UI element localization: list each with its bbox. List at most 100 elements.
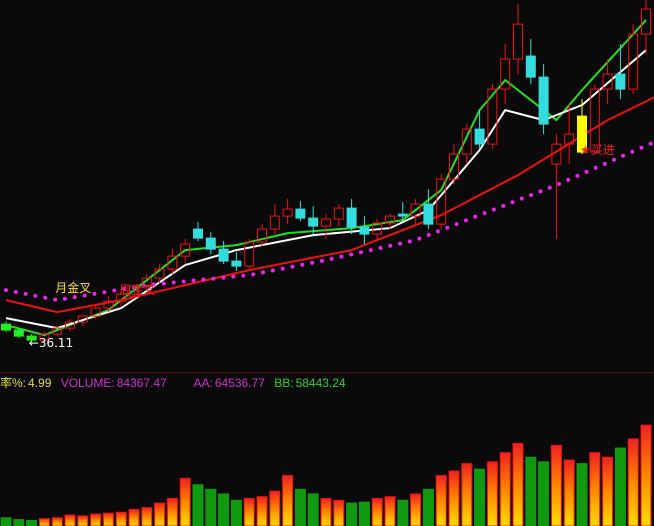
volume-bar — [307, 493, 319, 526]
volume-bar — [499, 452, 511, 526]
volume-bar — [179, 477, 191, 526]
volume-bar — [26, 520, 38, 526]
volume-bar — [371, 498, 383, 526]
candle-body — [193, 228, 203, 239]
candle-body — [129, 285, 139, 297]
candle-body — [487, 88, 498, 145]
candle-body — [641, 8, 651, 35]
candle-body — [180, 243, 191, 257]
volume-bar — [397, 499, 409, 526]
candle-body — [538, 76, 549, 125]
candle-body — [346, 207, 357, 228]
volume-bar — [77, 515, 89, 526]
candle-body — [577, 115, 587, 153]
candle-body — [65, 321, 75, 329]
volume-bar — [38, 518, 50, 526]
volume-bar — [230, 499, 242, 526]
volume-bar — [102, 512, 114, 526]
candle-body — [474, 128, 485, 145]
candle-body — [628, 33, 639, 90]
volume-bar — [64, 514, 76, 526]
candle-body — [13, 329, 24, 337]
volume-bar — [563, 459, 575, 526]
volume-bar — [614, 447, 626, 526]
bb-label: BB: — [274, 376, 294, 390]
chart-annotation: ←36.11 — [29, 336, 73, 350]
volume-bar — [486, 461, 498, 526]
volume-bar — [166, 498, 178, 526]
candle-body — [116, 293, 127, 302]
candle-body — [423, 203, 434, 225]
candle-body — [385, 215, 395, 224]
volume-bar — [205, 488, 217, 526]
candle-body — [372, 222, 383, 235]
candle-body — [257, 228, 267, 243]
candle-body — [359, 226, 370, 235]
candle-body — [500, 58, 511, 90]
volume-bar — [243, 498, 255, 526]
volume-bar — [602, 456, 614, 526]
bb-value: 58443.24 — [295, 376, 346, 390]
volume-label: VOLUME: — [60, 376, 115, 390]
candle-body — [397, 213, 408, 217]
candle-body — [90, 307, 101, 317]
volume-bar — [448, 470, 460, 526]
volume-bar — [435, 475, 447, 526]
candle-body — [589, 88, 600, 153]
candle-body — [77, 315, 88, 323]
volume-bar — [346, 502, 358, 526]
candle-body — [461, 128, 472, 155]
volume-header: 率%: 4.99 VOLUME: 84367.47 AA: 64536.77 BB: 5… — [0, 374, 352, 391]
candle-body — [449, 153, 459, 180]
volume-bar — [474, 468, 486, 526]
candle-body — [410, 203, 421, 217]
volume-bar — [627, 438, 639, 526]
volume-bar — [320, 498, 332, 526]
chart-annotation: ★买进 — [580, 143, 615, 157]
volume-bar — [525, 456, 537, 526]
turnover-label: 率%: — [0, 376, 27, 390]
candle-body — [269, 215, 280, 230]
candle-body — [282, 208, 293, 217]
candle-body — [615, 73, 626, 90]
volume-bar — [640, 424, 652, 526]
volume-bar — [115, 511, 127, 526]
volume-bar — [550, 444, 562, 526]
volume-bar — [512, 443, 524, 526]
candle-body — [26, 335, 37, 341]
candle-body — [602, 73, 613, 90]
candle-body — [564, 133, 575, 145]
volume-bar — [13, 519, 25, 526]
price-panel[interactable]: 月金叉 周金叉 ★买进 ←36.11 — [0, 0, 654, 372]
candle-body — [321, 218, 331, 227]
candle-body — [513, 23, 523, 60]
candle-body — [231, 260, 242, 267]
volume-bar — [51, 517, 63, 526]
volume-bar — [410, 493, 422, 526]
turnover-value: 4.99 — [28, 376, 52, 390]
candle-body — [39, 333, 50, 341]
candle-body — [167, 255, 178, 270]
volume-bar — [282, 475, 294, 526]
volume-bar — [218, 493, 230, 526]
volume-bar — [90, 513, 102, 526]
aa-label: AA: — [193, 376, 213, 390]
candle-body — [1, 323, 11, 331]
aa-value: 64536.77 — [214, 376, 265, 390]
candle-body — [436, 178, 447, 225]
volume-bar — [192, 484, 204, 526]
volume-value: 84367.47 — [116, 376, 167, 390]
volume-bar — [256, 496, 268, 526]
volume-bar — [384, 496, 396, 526]
candle-body — [244, 241, 255, 267]
volume-bar — [422, 488, 434, 526]
candle-body — [205, 237, 216, 250]
volume-bar — [294, 488, 306, 526]
candle-body — [333, 207, 344, 220]
volume-bar — [269, 490, 281, 526]
candle-body — [154, 268, 165, 279]
volume-bar — [589, 452, 601, 526]
